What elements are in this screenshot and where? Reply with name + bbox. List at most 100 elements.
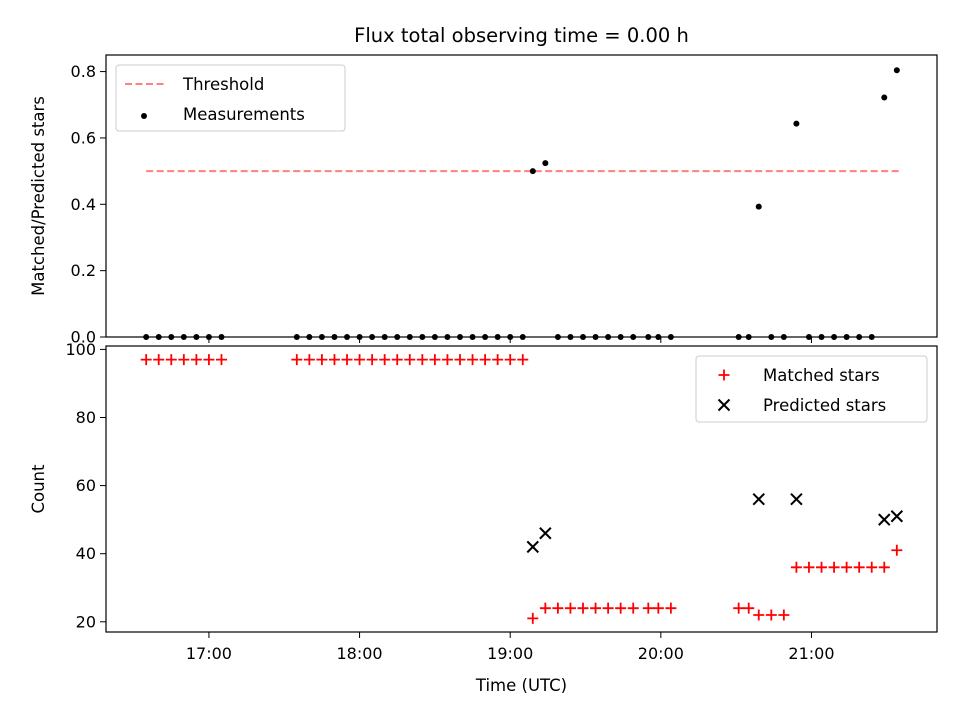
measurement-point bbox=[482, 334, 489, 340]
matched-star-point bbox=[891, 544, 903, 556]
matched-star-point bbox=[564, 602, 576, 614]
legend-box bbox=[115, 64, 346, 132]
matched-star-point bbox=[853, 561, 865, 573]
measurement-point bbox=[394, 334, 401, 340]
y-tick-label: 100 bbox=[65, 340, 96, 359]
measurement-point bbox=[667, 334, 674, 340]
y-axis-label: Count bbox=[29, 464, 48, 514]
measurement-point bbox=[507, 334, 514, 340]
matched-star-point bbox=[803, 561, 815, 573]
measurement-point bbox=[818, 334, 825, 340]
legend-label: Threshold bbox=[182, 75, 264, 94]
matched-star-point bbox=[354, 354, 366, 366]
matched-star-point bbox=[492, 354, 504, 366]
measurement-point bbox=[519, 334, 526, 340]
measurement-point bbox=[143, 334, 150, 340]
measurement-point bbox=[645, 334, 652, 340]
legend: Matched stars Predicted stars bbox=[695, 355, 928, 423]
legend-label: Matched stars bbox=[763, 366, 880, 385]
measurement-point bbox=[554, 334, 561, 340]
matched-star-point bbox=[602, 602, 614, 614]
ratio-panel: 0.0 0.2 0.4 0.6 0.8 Matched/Predicted stars Fl… bbox=[29, 24, 938, 347]
matched-star-point bbox=[552, 602, 564, 614]
matched-star-point bbox=[841, 561, 853, 573]
measurement-point bbox=[893, 67, 900, 74]
measurement-point bbox=[180, 334, 187, 340]
measurement-point bbox=[293, 334, 300, 340]
predicted-star-point bbox=[752, 493, 765, 506]
matched-star-point bbox=[733, 602, 745, 614]
matched-star-point bbox=[404, 354, 416, 366]
matched-star-point bbox=[517, 354, 529, 366]
matched-star-point bbox=[743, 602, 755, 614]
matched-star-point bbox=[379, 354, 391, 366]
matched-star-point bbox=[215, 354, 227, 366]
measurement-point bbox=[356, 334, 363, 340]
y-axis-label: Matched/Predicted stars bbox=[29, 96, 48, 296]
predicted-star-point bbox=[878, 513, 891, 526]
matched-star-point bbox=[615, 602, 627, 614]
x-tick-label: 17:00 bbox=[186, 644, 232, 663]
matched-star-point bbox=[391, 354, 403, 366]
matched-star-point bbox=[454, 354, 466, 366]
measurement-point bbox=[630, 334, 637, 340]
matched-star-point bbox=[527, 612, 539, 624]
count-panel: 20 40 60 80 100 17:00 18:00 19:00 20:00 21:00 Coun… bbox=[29, 340, 938, 695]
legend-box bbox=[695, 355, 928, 423]
measurement-point bbox=[306, 334, 313, 340]
matched-star-point bbox=[642, 602, 654, 614]
measurement-point bbox=[318, 334, 325, 340]
legend-matched-swatch bbox=[718, 369, 730, 381]
measurement-point bbox=[542, 160, 549, 167]
matched-star-point bbox=[778, 609, 790, 621]
measurement-point bbox=[155, 334, 162, 340]
matched-star-point bbox=[590, 602, 602, 614]
matched-star-point bbox=[866, 561, 878, 573]
matched-star-point bbox=[577, 602, 589, 614]
matched-star-point bbox=[652, 602, 664, 614]
measurement-point bbox=[193, 334, 200, 340]
matched-star-point bbox=[429, 354, 441, 366]
y-tick-label: 20 bbox=[76, 612, 96, 631]
y-tick-label: 0.2 bbox=[71, 261, 96, 280]
measurement-point bbox=[369, 334, 376, 340]
y-tick-label: 40 bbox=[76, 544, 96, 563]
matched-star-point bbox=[165, 354, 177, 366]
measurement-point bbox=[406, 334, 413, 340]
measurement-point bbox=[605, 334, 612, 340]
x-axis-label: Time (UTC) bbox=[475, 676, 567, 695]
measurement-point bbox=[868, 334, 875, 340]
chart-title: Flux total observing time = 0.00 h bbox=[354, 24, 689, 47]
y-tick-label: 80 bbox=[76, 408, 96, 427]
measurement-point bbox=[218, 334, 225, 340]
measurement-point bbox=[494, 334, 501, 340]
measurement-point bbox=[617, 334, 624, 340]
x-tick-label: 18:00 bbox=[337, 644, 383, 663]
legend-measurement-swatch bbox=[141, 113, 147, 119]
y-tick-label: 60 bbox=[76, 476, 96, 495]
matched-star-point bbox=[341, 354, 353, 366]
matched-star-point bbox=[190, 354, 202, 366]
measurement-point bbox=[431, 334, 438, 340]
plot-frame bbox=[105, 345, 938, 633]
measurement-point bbox=[344, 334, 351, 340]
measurement-point bbox=[592, 334, 599, 340]
legend-label: Predicted stars bbox=[763, 396, 886, 415]
measurement-point bbox=[419, 334, 426, 340]
measurement-point bbox=[755, 203, 762, 210]
matched-star-point bbox=[153, 354, 165, 366]
legend-predicted-swatch bbox=[717, 398, 731, 412]
measurement-point bbox=[381, 334, 388, 340]
measurement-point bbox=[793, 120, 800, 127]
legend-label: Measurements bbox=[183, 105, 305, 124]
measurement-point bbox=[735, 334, 742, 340]
matched-star-point bbox=[627, 602, 639, 614]
measurement-point bbox=[444, 334, 451, 340]
predicted-star-point bbox=[539, 527, 552, 540]
measurement-point bbox=[205, 334, 212, 340]
predicted-star-point bbox=[526, 540, 540, 554]
matched-star-point bbox=[878, 561, 890, 573]
legend: Threshold Measurements bbox=[115, 64, 346, 132]
matched-star-point bbox=[291, 354, 303, 366]
measurement-point bbox=[567, 334, 574, 340]
